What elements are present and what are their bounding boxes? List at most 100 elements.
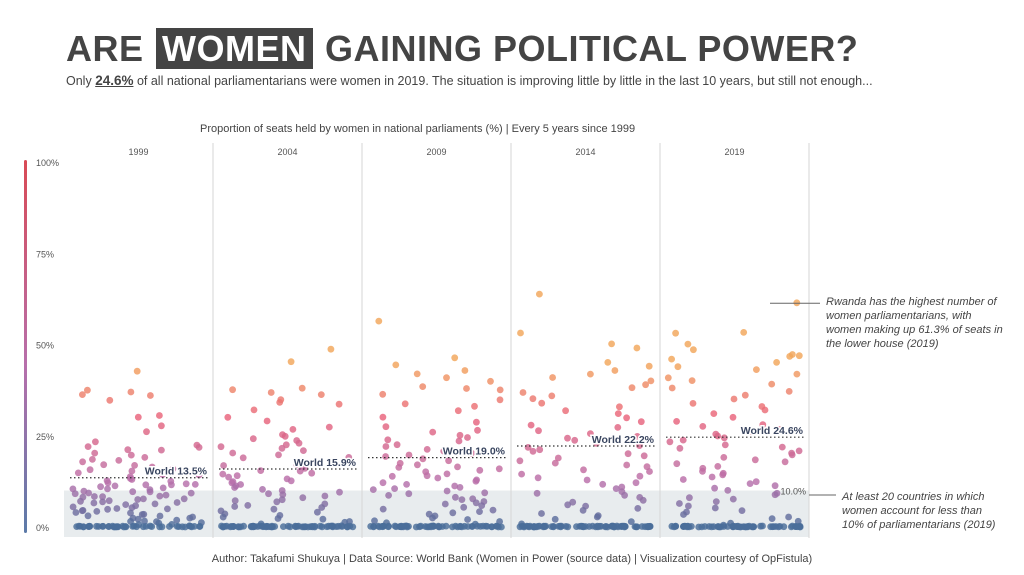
country-point (686, 494, 693, 502)
page-title: ARE WOMEN GAINING POLITICAL POWER? (66, 28, 858, 70)
title-pre: ARE (66, 28, 144, 69)
country-point (113, 523, 120, 531)
country-point (233, 472, 241, 480)
country-point (593, 440, 600, 447)
country-point (379, 479, 387, 487)
country-point (89, 456, 96, 463)
country-point (668, 355, 675, 363)
country-point (191, 481, 199, 488)
country-point (621, 522, 629, 530)
country-point (72, 509, 80, 516)
subtitle-post: of all national parliamentarians were wo… (136, 74, 873, 88)
country-point (141, 517, 148, 525)
country-point (554, 454, 562, 462)
country-point (569, 498, 577, 506)
country-point (173, 499, 181, 506)
country-point (91, 449, 99, 457)
country-point (705, 523, 713, 530)
country-point (536, 522, 543, 530)
country-point (564, 523, 572, 531)
country-point (292, 523, 300, 531)
country-point (74, 469, 82, 477)
country-point (646, 468, 653, 475)
country-point (685, 502, 692, 510)
country-point (748, 428, 755, 435)
country-point (664, 374, 672, 382)
country-point (259, 486, 266, 493)
country-point (478, 502, 486, 509)
country-point (533, 489, 541, 497)
country-point (720, 454, 728, 461)
country-point (624, 450, 632, 458)
country-point (517, 329, 524, 337)
country-point (220, 462, 228, 469)
country-point (548, 392, 556, 400)
country-point (391, 485, 398, 492)
country-point (336, 488, 343, 496)
country-point (299, 494, 307, 502)
country-point (413, 370, 421, 378)
country-point (217, 443, 225, 451)
country-point (587, 370, 594, 378)
country-point (674, 363, 682, 371)
country-point (633, 344, 641, 352)
country-point (343, 523, 351, 531)
country-point (156, 492, 164, 500)
country-point (231, 484, 239, 491)
country-point (276, 399, 284, 406)
country-point (519, 389, 527, 396)
country-point (169, 465, 177, 473)
country-point (614, 410, 622, 417)
country-point (434, 474, 442, 482)
country-point (134, 515, 142, 523)
country-point (296, 467, 304, 475)
country-point (159, 471, 167, 478)
country-point (148, 463, 156, 471)
country-point (464, 434, 471, 441)
country-point (714, 432, 722, 440)
country-point (419, 455, 427, 463)
country-point (471, 402, 478, 410)
country-point (498, 523, 505, 531)
country-point (759, 522, 766, 530)
country-point (748, 523, 756, 531)
country-point (768, 515, 776, 522)
country-point (180, 495, 188, 503)
country-point (795, 352, 803, 360)
country-point (274, 515, 282, 522)
country-point (93, 508, 101, 515)
country-point (647, 377, 655, 385)
country-point (538, 510, 545, 517)
country-point (435, 523, 443, 531)
country-point (131, 462, 139, 469)
annotation-low-line: women account for less than (842, 505, 983, 517)
country-point (278, 444, 286, 452)
country-point (454, 407, 462, 415)
country-point (265, 490, 272, 498)
country-point (104, 479, 112, 487)
country-point (393, 441, 401, 449)
annotation-rwanda-line: the lower house (2019) (826, 338, 939, 350)
country-point (367, 523, 375, 530)
country-point (676, 444, 684, 452)
country-point (187, 489, 195, 497)
country-point (724, 523, 732, 530)
country-point (301, 523, 309, 531)
country-point (91, 493, 98, 500)
country-point (720, 434, 728, 442)
country-point (158, 446, 165, 454)
country-point (616, 403, 623, 411)
country-point (122, 501, 130, 508)
country-point (589, 522, 596, 530)
country-point (423, 446, 431, 453)
country-point (640, 452, 648, 460)
country-point (472, 499, 480, 507)
country-point (128, 476, 136, 483)
country-point (231, 503, 239, 510)
y-tick-label: 0% (36, 523, 49, 533)
country-point (376, 523, 383, 531)
country-point (325, 423, 333, 431)
country-point (280, 523, 287, 530)
country-point (99, 523, 106, 530)
country-point (129, 488, 137, 496)
